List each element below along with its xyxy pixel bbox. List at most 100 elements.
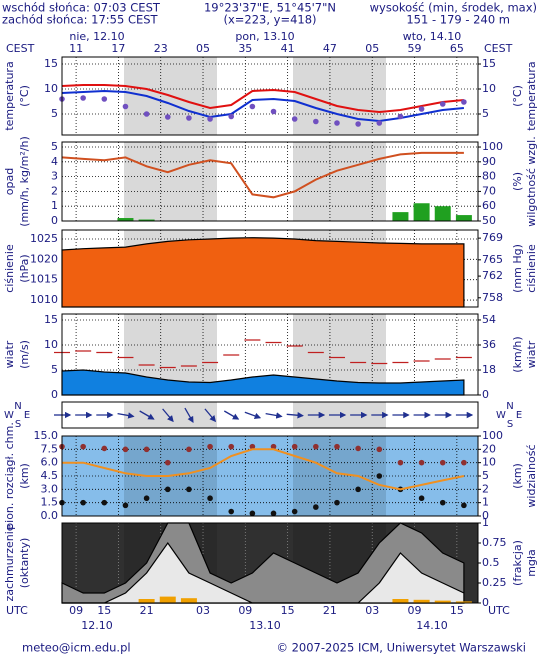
dot [461,459,467,466]
panel-frame [61,401,479,429]
y-tick-label: 3 [51,170,58,183]
dot [461,99,467,105]
y2-tick-label: 54 [482,313,496,326]
y2-tick-label: 2 [482,482,489,495]
y-axis-label: wiatr [3,340,16,368]
y-tick-label: 4.5 [41,469,59,482]
wind-arrow [162,408,174,423]
line [62,448,465,491]
dot [143,111,150,117]
y-tick-label: 15 [44,57,58,70]
y2-tick-label: 90 [482,155,496,168]
y2-tick-label: 60 [482,199,496,212]
y-tick-label: 5 [51,107,58,120]
y2-tick-label: 15 [482,57,496,70]
y-axis-label: (hPa) [18,254,31,282]
dot [122,446,129,453]
panel [59,56,479,136]
y-axis-label: (oktanty) [18,538,31,589]
y2-tick-label: 5 [482,107,489,120]
dot [418,495,425,502]
y2-tick-label: 10 [482,82,496,95]
x-tick-label: 65 [450,42,464,55]
day-label: 12.10 [81,619,113,632]
email[interactable]: meteo@icm.edu.pl [22,641,131,655]
dot [291,443,298,450]
dot [397,459,404,466]
altitude: 151 - 179 - 240 m [406,13,510,27]
x-tick-label: 41 [281,42,295,55]
y2-tick-label: 0.25 [482,576,507,589]
wind-arrow [223,410,240,420]
x-tick-label: 09 [408,604,422,617]
dot [334,499,340,506]
dot [313,443,319,450]
panel [61,522,479,604]
compass-label: E [24,410,30,421]
dot [80,95,86,101]
bar [117,218,134,221]
x-tick-label: 17 [111,42,125,55]
time-zone-bottom: UTC [488,604,510,617]
x-tick-label: 21 [323,604,337,617]
wind-arrow [265,412,283,419]
x-tick-label: 09 [69,604,83,617]
copyright: © 2007-2025 ICM, Uniwersytet Warszawski [276,641,526,655]
y2-tick-label: 758 [482,291,503,304]
dot [122,103,129,110]
dot [164,486,171,493]
compass-label: S [507,419,513,430]
y-axis-label: opad [3,168,16,195]
y-tick-label: 1.5 [41,496,59,509]
dot [291,116,298,122]
altitude-label: wysokość (min, środek, max) [370,1,537,15]
x-tick-label: 23 [154,42,168,55]
dot [143,446,150,453]
panel [59,435,479,517]
dot [207,116,213,122]
area [61,369,465,396]
line [61,89,464,123]
dot [397,113,404,120]
dot [355,445,361,452]
dot [439,499,446,506]
panel-frame [61,141,479,222]
y2-tick-label: 20 [482,442,496,455]
y2-axis-label: ciśnienie [525,244,538,293]
y-tick-label: 1 [51,199,58,212]
day-label: nie, 12.10 [69,30,124,43]
bar [455,601,472,603]
grid-point: (x=223, y=418) [223,13,316,27]
y-axis-label: (mm/h, kg/m²/h) [18,136,31,227]
panel-frame [61,229,479,308]
dot [143,495,150,502]
y2-tick-label: 36 [482,338,496,351]
dot [101,445,108,452]
x-tick-label: 05 [365,42,379,55]
x-tick-label: 15 [97,604,111,617]
x-tick-label: 11 [69,42,83,55]
bar [413,599,430,603]
dot [207,495,213,502]
dot [101,96,108,102]
wind-arrow [204,408,217,423]
bar [392,599,409,603]
y-tick-label: 0.0 [41,509,59,522]
bar [392,212,409,221]
dot [80,499,86,506]
bar [455,215,472,221]
time-zone-bottom: UTC [6,604,28,617]
x-tick-label: 35 [238,42,252,55]
y2-tick-label: 50 [482,214,496,227]
y2-tick-label: 18 [482,363,496,376]
y-tick-label: 6.0 [41,456,59,469]
y2-tick-label: 100 [482,429,503,442]
y2-tick-label: 765 [482,253,503,266]
y2-axis-label: (frakcja) [511,540,524,586]
dot [207,443,213,450]
bar [434,206,451,221]
dot [376,120,383,126]
dot [313,118,319,125]
y2-tick-label: 80 [482,170,496,183]
y2-axis-label: (%) [511,172,524,191]
